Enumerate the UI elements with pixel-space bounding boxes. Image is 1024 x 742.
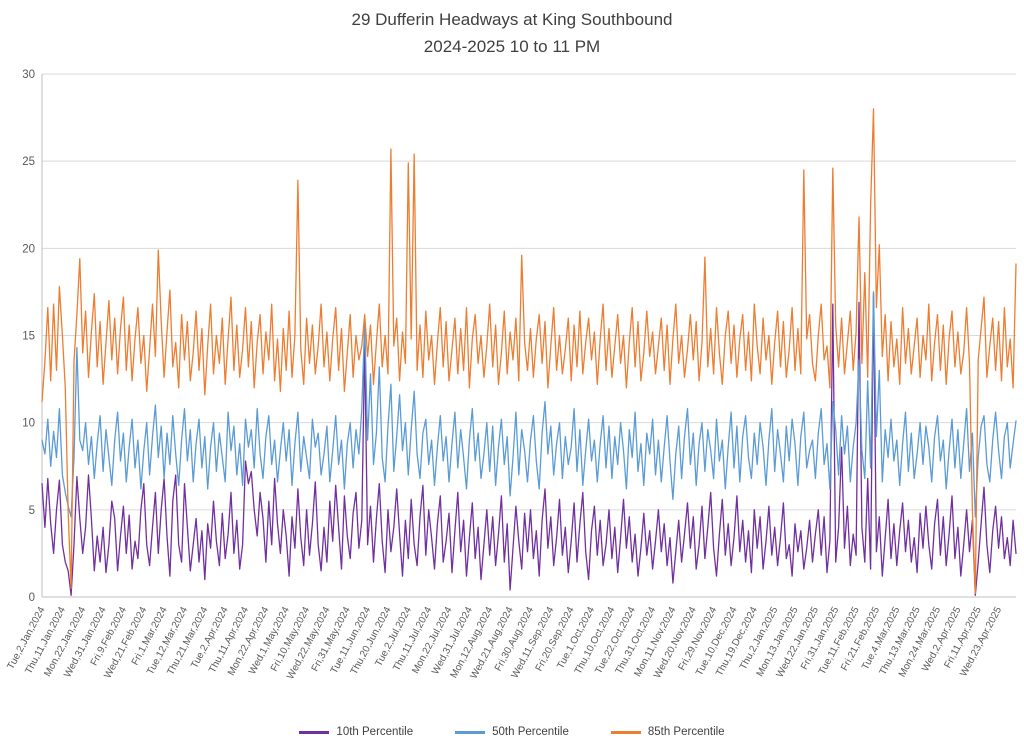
legend-line-swatch-85th	[610, 730, 641, 734]
y-tick-label: 15	[22, 331, 35, 343]
gridlines	[42, 73, 1016, 598]
y-tick-label: 10	[22, 418, 35, 430]
chart-legend: 10th Percentile 50th Percentile 85th Per…	[0, 726, 1024, 738]
y-axis-labels: 0 5 10 15 20 25 30	[22, 69, 35, 604]
series-line-50th-percentile	[41, 291, 1017, 518]
legend-item-50th-percentile: 50th Percentile	[455, 726, 569, 738]
x-axis-labels: Tue,2,Jan,2024Thu,11,Jan,2024Mon,22,Jan,…	[5, 605, 1004, 681]
legend-line-swatch-10th	[299, 730, 330, 734]
y-tick-label: 30	[22, 69, 35, 81]
legend-label-10th: 10th Percentile	[336, 726, 414, 738]
series-line-85th-percentile	[41, 108, 1017, 595]
chart-subtitle: 2024-2025 10 to 11 PM	[423, 37, 601, 56]
legend-item-85th-percentile: 85th Percentile	[610, 726, 725, 738]
chart-title-block: 29 Dufferin Headways at King Southbound …	[0, 6, 1024, 60]
series-line-10th-percentile	[41, 293, 1017, 596]
legend-label-85th: 85th Percentile	[647, 726, 725, 738]
legend-label-50th: 50th Percentile	[492, 726, 569, 738]
y-tick-label: 5	[29, 505, 35, 517]
y-tick-label: 0	[29, 592, 35, 604]
legend-line-swatch-50th	[455, 730, 486, 734]
chart-title: 29 Dufferin Headways at King Southbound	[351, 10, 673, 29]
y-tick-label: 25	[22, 156, 35, 168]
y-tick-label: 20	[22, 243, 35, 255]
legend-item-10th-percentile: 10th Percentile	[299, 726, 413, 738]
